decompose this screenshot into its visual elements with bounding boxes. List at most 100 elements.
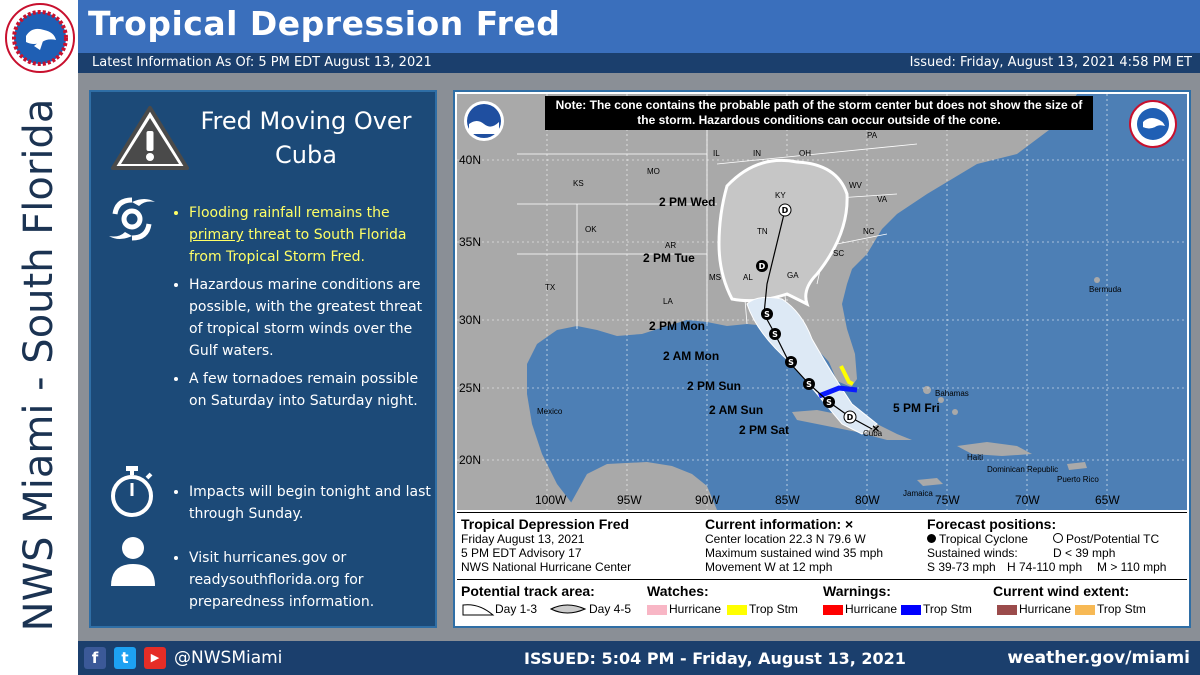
place-label: Mexico — [537, 407, 563, 416]
bullet-flooding-before: Flooding rainfall remains the — [189, 205, 390, 221]
lon-labels: 100W 95W 90W 85W 80W 75W 70W 65W — [535, 493, 1120, 507]
swatch-extent-hurricane — [997, 605, 1017, 615]
swatch-watch-trop — [727, 605, 747, 615]
cone-note: Note: The cone contains the probable pat… — [545, 96, 1093, 130]
track-point-marker — [756, 260, 768, 272]
person-icon — [111, 537, 155, 586]
track-label: 2 PM Sat — [739, 423, 789, 437]
current-position-marker: × — [872, 421, 880, 436]
lon-label: 65W — [1095, 493, 1120, 507]
bullet-marine: Hazardous marine conditions are possible… — [189, 274, 439, 362]
legend-center: NWS National Hurricane Center — [461, 560, 632, 574]
lat-label: 40N — [459, 153, 481, 167]
page-title: Tropical Depression Fred — [88, 4, 561, 43]
nws-small-logo-icon — [1129, 100, 1177, 148]
state-label: OH — [799, 149, 811, 158]
lon-label: 90W — [695, 493, 720, 507]
legend-advisory: 5 PM EDT Advisory 17 — [461, 546, 582, 560]
state-label: IL — [713, 149, 720, 158]
youtube-icon[interactable]: ▶ — [144, 647, 166, 669]
trop-storm-watch-line — [839, 365, 854, 386]
nws-logo-icon — [5, 3, 75, 73]
lon-label: 85W — [775, 493, 800, 507]
forecast-cone-graphic: × D S S S S S D D 5 PM Fri 2 PM Sat 2 AM Sun 2 … — [453, 90, 1191, 628]
track-point-marker — [769, 328, 781, 340]
title-bar: Tropical Depression Fred — [78, 0, 1200, 53]
track-marker-letter: D — [759, 262, 766, 271]
place-label: Bermuda — [1089, 285, 1122, 294]
facebook-icon[interactable]: f — [84, 647, 106, 669]
lat-label: 30N — [459, 313, 481, 327]
legend-forecast-post: Post/Potential TC — [1053, 532, 1159, 546]
legend-h-label: H 74-110 mph — [1007, 560, 1083, 574]
lon-label: 75W — [935, 493, 960, 507]
tropical-cyclone-dot-icon — [927, 534, 936, 543]
state-label: IN — [753, 149, 761, 158]
swatch-extent-trop — [1075, 605, 1095, 615]
twitter-icon[interactable]: t — [114, 647, 136, 669]
bullet-timing: Impacts will begin tonight and last thro… — [189, 481, 439, 525]
legend-warnings: Warnings: — [823, 583, 891, 599]
place-label: Puerto Rico — [1057, 475, 1099, 484]
track-markers: × D S S S S S D D — [756, 203, 880, 436]
legend-watch-hurricane: Hurricane — [669, 602, 722, 616]
track-label: 2 PM Tue — [643, 251, 695, 265]
state-label: PA — [867, 131, 878, 140]
social-handle[interactable]: @NWSMiami — [174, 648, 283, 668]
state-label: NC — [863, 227, 875, 236]
map-svg: × D S S S S S D D 5 PM Fri 2 PM Sat 2 AM Sun 2 … — [457, 94, 1187, 510]
lat-label: 20N — [459, 453, 481, 467]
website-link[interactable]: weather.gov/miami — [1007, 648, 1190, 668]
sidebar: NWS Miami - South Florida — [0, 0, 78, 675]
jamaica-land — [917, 478, 943, 486]
legend-warn-trop: Trop Stm — [923, 602, 972, 616]
legend-s-label: S 39-73 mph — [927, 560, 996, 574]
legend-current-symbol: × — [845, 516, 854, 532]
legend-day45: Day 4-5 — [589, 602, 632, 616]
latest-info: Latest Information As Of: 5 PM EDT Augus… — [92, 55, 432, 70]
bahamas-island — [938, 397, 944, 403]
legend-current-line: Center location 22.3 N 79.6 W — [705, 532, 866, 546]
swatch-warn-hurricane — [823, 605, 843, 615]
legend-watches: Watches: — [647, 583, 709, 599]
footer: f t ▶ @NWSMiami ISSUED: 5:04 PM - Friday… — [78, 641, 1200, 675]
track-point-marker — [785, 356, 797, 368]
preparedness-bullets: Visit hurricanes.gov or readysouthflorid… — [171, 547, 439, 619]
legend-current-line: Maximum sustained wind 35 mph — [705, 546, 884, 560]
stopwatch-icon — [111, 466, 153, 517]
legend-track-area: Potential track area: — [461, 583, 595, 599]
track-label: 2 AM Sun — [709, 403, 763, 417]
bullet-flooding-after: threat to South Florida from Tropical St… — [189, 227, 407, 265]
bermuda-island — [1094, 277, 1100, 283]
state-label: KS — [573, 179, 584, 188]
lon-label: 100W — [535, 493, 567, 507]
state-label: MS — [709, 273, 721, 282]
state-label: AR — [665, 241, 676, 250]
place-label: Haiti — [967, 453, 983, 462]
track-label: 2 AM Mon — [663, 349, 719, 363]
bullet-tornadoes: A few tornadoes remain possible on Satur… — [189, 368, 439, 412]
state-label: GA — [787, 271, 799, 280]
lon-label: 70W — [1015, 493, 1040, 507]
track-label: 5 PM Fri — [893, 401, 940, 415]
office-vertical-label: NWS Miami - South Florida — [16, 98, 62, 632]
place-labels: Bermuda Mexico Bahamas Cuba Jamaica Hait… — [537, 285, 1122, 498]
track-marker-letter: S — [826, 398, 832, 407]
legend: Tropical Depression Fred Friday August 1… — [457, 512, 1187, 625]
track-label: 2 PM Wed — [659, 195, 715, 209]
place-label: Dominican Republic — [987, 465, 1058, 474]
hazard-bullets: Flooding rainfall remains the primary th… — [171, 202, 439, 418]
subtitle-bar: Latest Information As Of: 5 PM EDT Augus… — [78, 53, 1200, 73]
track-point-marker — [803, 378, 815, 390]
state-label: MO — [647, 167, 660, 176]
hispaniola-land — [957, 442, 1032, 456]
issued-top: Issued: Friday, August 13, 2021 4:58 PM … — [909, 55, 1192, 70]
state-label: AL — [743, 273, 753, 282]
key-messages-panel: Fred Moving Over Cuba Flooding rainfall … — [89, 90, 437, 628]
puerto-rico-land — [1067, 462, 1087, 470]
swatch-warn-trop — [901, 605, 921, 615]
place-label: Jamaica — [903, 489, 933, 498]
track-label: 2 PM Mon — [649, 319, 705, 333]
legend-forecast-post-text: Post/Potential TC — [1066, 532, 1160, 546]
lat-label: 25N — [459, 381, 481, 395]
